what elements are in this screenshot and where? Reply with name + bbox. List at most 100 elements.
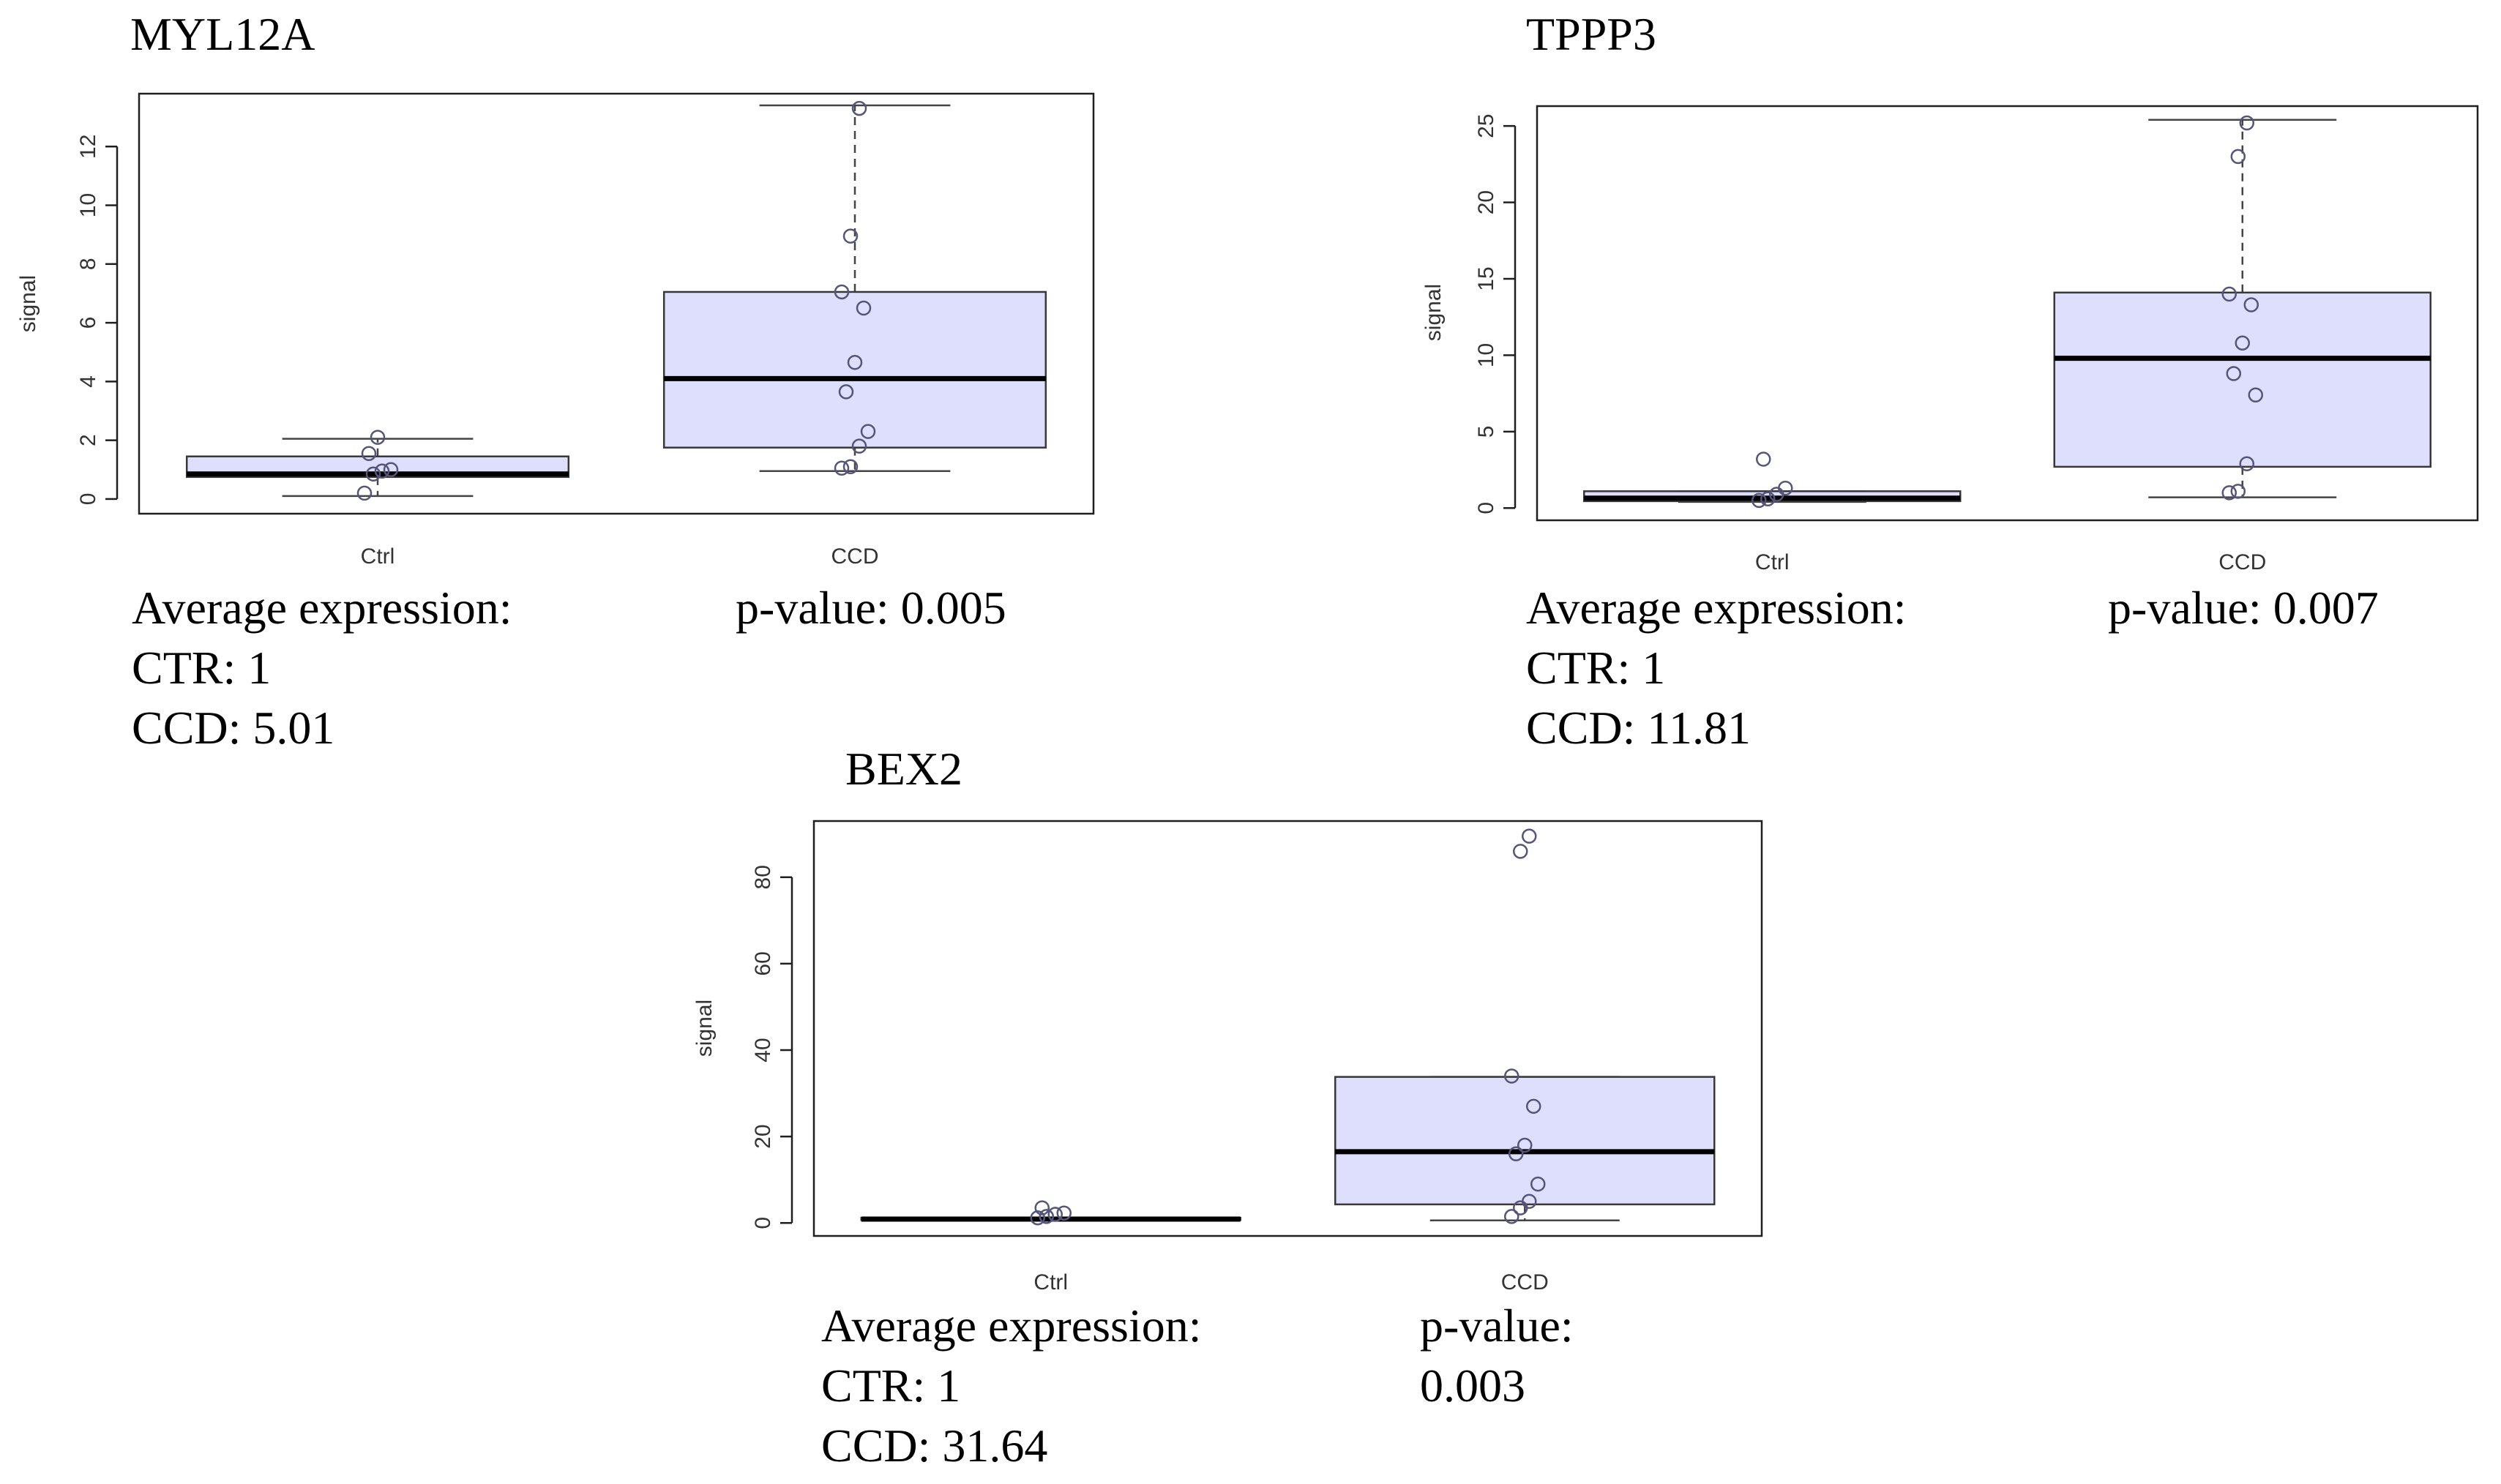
y-tick-label: 2: [76, 434, 100, 446]
caption-left-line: Average expression:: [132, 582, 512, 634]
data-point: [2230, 149, 2246, 165]
data-point: [1047, 1207, 1063, 1222]
data-point: [1522, 828, 1537, 844]
panel-title: MYL12A: [130, 8, 315, 60]
data-point: [851, 100, 867, 116]
y-tick-label: 25: [1474, 113, 1498, 138]
y-tick-label: 0: [76, 493, 100, 506]
x-tick-label: Ctrl: [1033, 1270, 1068, 1294]
y-tick-label: 5: [1474, 426, 1498, 438]
x-tick-label: CCD: [2218, 550, 2266, 574]
box-ccd: [1334, 828, 1716, 1224]
data-point: [856, 300, 872, 316]
data-point: [834, 460, 850, 476]
data-point: [842, 228, 859, 244]
caption-left-line: CCD: 11.81: [1526, 702, 1751, 754]
data-point: [834, 284, 850, 300]
y-tick-label: 10: [76, 193, 100, 217]
plot-frame: [138, 92, 1095, 515]
y-tick-label: 8: [76, 258, 100, 270]
data-point: [383, 462, 399, 478]
y-tick-label: 10: [1474, 343, 1498, 367]
data-point: [2239, 456, 2254, 471]
data-point: [1030, 1210, 1045, 1226]
y-tick-label: 20: [751, 1124, 775, 1148]
data-point: [851, 438, 867, 454]
y-axis-title: signal: [692, 1000, 717, 1057]
data-point: [2226, 366, 2241, 381]
box-ctrl: [860, 1200, 1241, 1226]
data-point: [1513, 844, 1528, 859]
data-point: [2248, 387, 2263, 402]
x-tick-label: CCD: [1501, 1270, 1549, 1294]
box-ctrl: [185, 430, 570, 501]
data-point: [1522, 1193, 1537, 1209]
box-ctrl: [1583, 451, 1962, 509]
data-point: [842, 459, 859, 475]
caption-right-line: p-value:: [1420, 1300, 1574, 1352]
data-point: [1756, 451, 1771, 467]
y-axis-title: signal: [1421, 284, 1446, 341]
data-point: [1056, 1205, 1072, 1221]
data-point: [1778, 480, 1793, 496]
y-tick-label: 40: [751, 1038, 775, 1062]
y-tick-label: 0: [1474, 502, 1498, 514]
panel-myl12a: MYL12A 0 2 4 6 8 10 12 signal Ctrl CCD Average expr…: [16, 8, 1095, 754]
caption-left-line: Average expression:: [821, 1300, 1202, 1352]
caption-left-line: CTR: 1: [821, 1360, 960, 1412]
plot-frame: [812, 820, 1763, 1237]
panel-title: TPPP3: [1526, 8, 1656, 60]
data-point: [365, 466, 381, 482]
box-ccd: [662, 100, 1047, 476]
data-point: [847, 355, 863, 370]
data-point: [2239, 115, 2254, 131]
y-tick-label: 0: [751, 1217, 775, 1229]
data-point: [2221, 485, 2237, 501]
data-point: [1752, 492, 1767, 509]
data-point: [1517, 1137, 1533, 1153]
plot-frame: [1536, 105, 2479, 522]
y-tick-label: 15: [1474, 266, 1498, 291]
y-axis-title: signal: [16, 275, 40, 332]
data-point: [838, 384, 854, 400]
caption-left-line: CCD: 5.01: [132, 702, 334, 754]
data-point: [1034, 1200, 1050, 1215]
data-point: [1530, 1176, 1546, 1192]
caption-left-line: CCD: 31.64: [821, 1420, 1047, 1472]
data-point: [1504, 1209, 1519, 1224]
data-point: [356, 485, 373, 501]
data-point: [1509, 1146, 1524, 1162]
y-tick-label: 4: [76, 375, 100, 388]
y-tick-label: 60: [751, 951, 775, 975]
caption-right-line: p-value: 0.005: [736, 582, 1006, 634]
x-tick-label: Ctrl: [361, 544, 395, 569]
data-point: [370, 430, 386, 445]
data-point: [1039, 1209, 1054, 1224]
y-tick-label: 80: [751, 865, 775, 889]
panel-tppp3: TPPP3 0 5 10 15 20 25 signal Ctrl CCD Average expr…: [1421, 8, 2479, 754]
data-point: [1504, 1068, 1519, 1084]
iqr-box: [1334, 1076, 1716, 1206]
data-point: [1760, 491, 1776, 507]
data-point: [2221, 286, 2237, 302]
caption-right-line: 0.003: [1420, 1360, 1525, 1412]
box-ccd: [2053, 115, 2431, 501]
x-tick-label: Ctrl: [1755, 550, 1790, 574]
data-point: [860, 424, 876, 439]
data-point: [2230, 484, 2246, 499]
y-tick-label: 12: [76, 135, 100, 159]
y-tick-label: 6: [76, 317, 100, 329]
caption-left-line: CTR: 1: [1526, 642, 1665, 694]
caption-left-line: CTR: 1: [132, 642, 271, 694]
panel-bex2: BEX2 0 20 40 60 80 signal Ctrl CCD Average expres…: [692, 743, 1763, 1472]
caption-right-line: p-value: 0.007: [2108, 582, 2379, 634]
y-tick-label: 20: [1474, 190, 1498, 214]
data-point: [361, 446, 377, 461]
panel-title: BEX2: [845, 743, 962, 795]
iqr-box: [2053, 291, 2431, 468]
data-point: [2235, 335, 2250, 351]
data-point: [374, 463, 390, 479]
caption-left-line: Average expression:: [1526, 582, 1907, 634]
x-tick-label: CCD: [831, 544, 879, 569]
